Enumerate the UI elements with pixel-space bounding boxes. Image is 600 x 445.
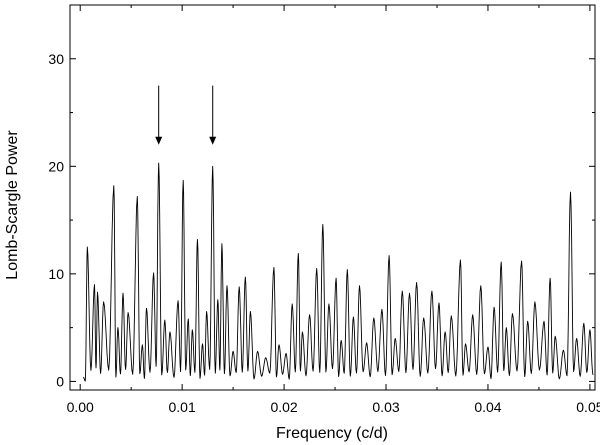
y-tick-label: 0 xyxy=(56,373,64,389)
x-tick-label: 0.01 xyxy=(169,399,196,415)
y-tick-label: 10 xyxy=(48,266,64,282)
axis-ticks xyxy=(70,5,595,390)
y-axis-title: Lomb-Scargle Power xyxy=(4,130,21,280)
x-tick-label: 0.00 xyxy=(67,399,94,415)
arrow-head xyxy=(209,136,217,145)
x-tick-label: 0.02 xyxy=(270,399,297,415)
power-spectrum-line xyxy=(82,162,594,382)
tick-labels: 0.00 0.01 0.02 0.03 0.04 0.05 0 10 20 30 xyxy=(48,51,600,415)
x-tick-label: 0.03 xyxy=(372,399,399,415)
arrow-markers xyxy=(155,85,217,145)
x-tick-label: 0.04 xyxy=(474,399,501,415)
y-tick-label: 30 xyxy=(48,51,64,67)
x-axis-title: Frequency (c/d) xyxy=(276,425,388,442)
y-tick-label: 20 xyxy=(48,158,64,174)
arrow-head xyxy=(155,136,163,145)
x-tick-label: 0.05 xyxy=(576,399,600,415)
plot-frame xyxy=(69,4,596,391)
